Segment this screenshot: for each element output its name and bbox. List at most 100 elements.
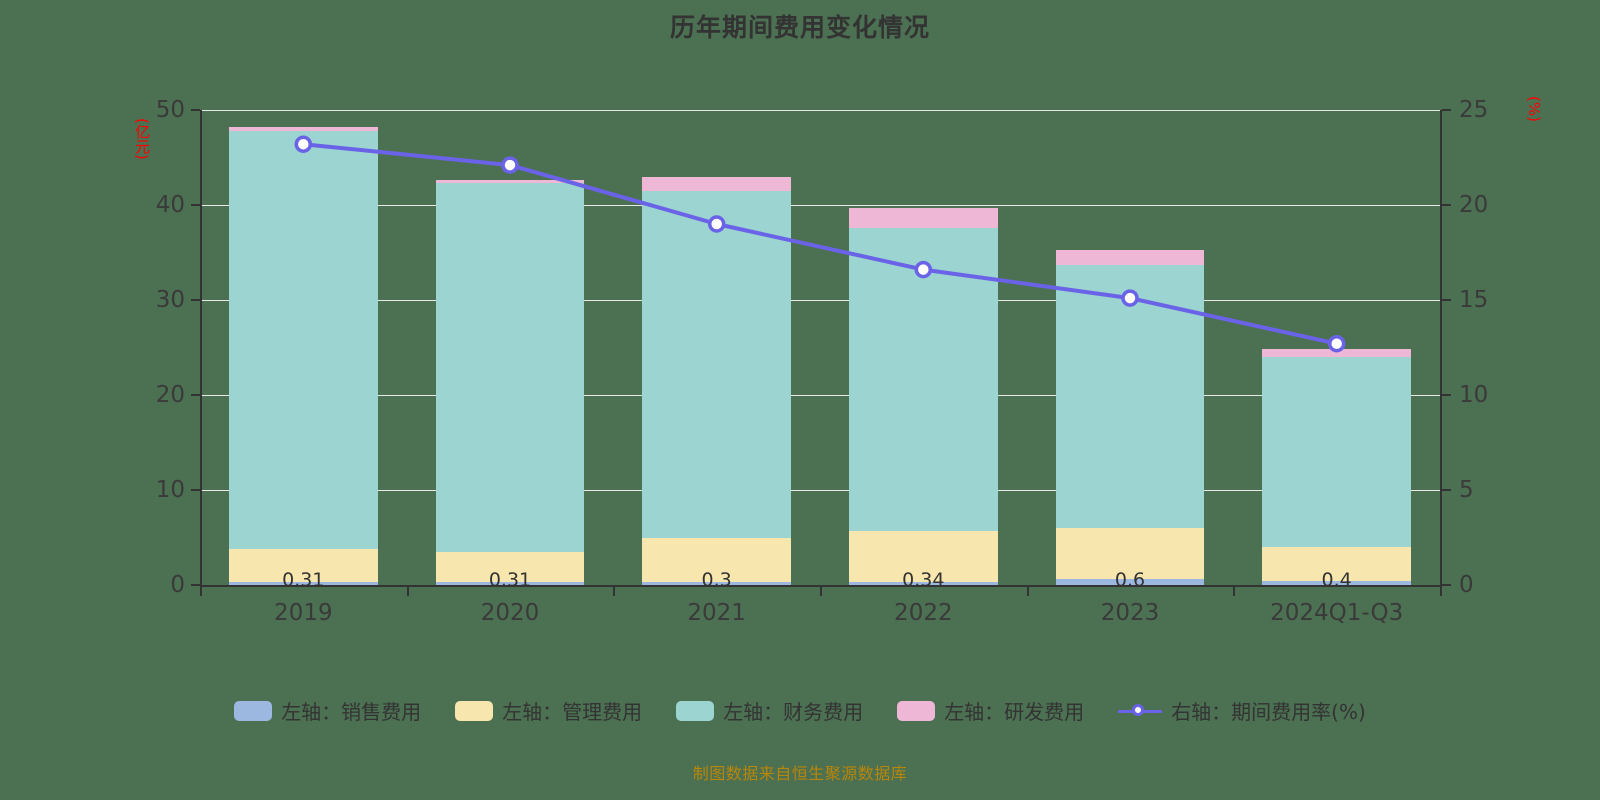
bar-value-label: 0.31 [282,569,325,591]
bar-segment[interactable] [642,190,792,538]
y-axis-tick-label: 10 [155,477,185,503]
bar-segment[interactable] [1262,357,1412,547]
gridline [200,300,1440,301]
bar-segment[interactable] [435,183,585,552]
bar-segment[interactable] [435,551,585,583]
y2-axis-tick [1442,489,1451,491]
y2-axis-tick-label: 10 [1459,382,1489,408]
bar-segment[interactable] [642,537,792,583]
bar-stack[interactable] [1055,249,1205,585]
bar-segment[interactable] [848,228,998,532]
legend-item[interactable]: 右轴：期间费用率(%) [1118,696,1366,725]
bar-segment[interactable] [435,180,585,184]
y2-axis-tick [1442,204,1451,206]
y2-axis-tick [1442,299,1451,301]
y-axis-tick [191,204,200,206]
bar-segment[interactable] [435,582,585,585]
y2-axis-tick [1442,394,1451,396]
legend-color-swatch [676,700,715,721]
x-axis-tick-label: 2023 [1100,600,1160,626]
x-axis-line [200,585,1442,587]
bar-segment[interactable] [1262,581,1412,585]
y2-axis-tick-label: 5 [1459,477,1474,503]
y2-axis-tick-label: 25 [1459,97,1489,123]
y2-axis-tick-label: 0 [1459,572,1474,598]
bar-segment[interactable] [228,548,378,583]
left-axis-line [200,110,202,586]
bar-value-label: 0.6 [1114,569,1146,591]
x-axis-tick-label: 2019 [274,600,333,626]
x-axis-tick-label: 2024Q1-Q3 [1270,600,1404,626]
left-axis-unit-label: (亿元) [133,118,151,160]
bar-stack[interactable] [435,180,585,585]
legend-item[interactable]: 左轴：财务费用 [676,696,863,725]
legend-label: 右轴：期间费用率(%) [1171,700,1366,724]
legend-color-swatch [897,700,936,721]
y-axis-tick [191,394,200,396]
legend-item[interactable]: 左轴：销售费用 [234,696,421,725]
gridline [200,395,1440,396]
bar-segment[interactable] [228,582,378,585]
bar-segment[interactable] [1055,528,1205,580]
bar-value-label: 0.3 [701,569,732,591]
y-axis-tick-label: 30 [155,287,185,313]
legend-item[interactable]: 左轴：管理费用 [455,696,642,725]
bar-value-label: 0.4 [1321,569,1352,591]
x-axis-tick-label: 2020 [480,600,540,626]
footer-source-note: 制图数据来自恒生聚源数据库 [692,764,908,783]
x-axis-tick [1440,587,1442,596]
legend-color-swatch [234,700,273,721]
bar-segment[interactable] [848,531,998,582]
bar-segment[interactable] [1262,349,1412,357]
bar-stack[interactable] [1262,349,1412,585]
legend-item[interactable]: 左轴：研发费用 [897,696,1084,725]
bar-value-label: 0.31 [488,569,532,591]
bar-segment[interactable] [848,581,998,585]
x-axis-tick-label: 2022 [894,600,953,626]
legend-label: 左轴：管理费用 [502,700,643,724]
y-axis-tick [191,109,200,111]
x-axis-tick [406,587,409,596]
bar-segment[interactable] [1055,264,1205,528]
bar-segment[interactable] [642,582,792,585]
bar-segment[interactable] [1262,547,1412,582]
legend-label: 左轴：财务费用 [723,700,864,724]
bar-stack[interactable] [848,208,998,585]
y-axis-tick [191,299,200,301]
bar-stack[interactable] [228,127,378,585]
legend-color-swatch [455,700,494,721]
x-axis-tick [613,587,616,596]
chart-legend: 左轴：销售费用 左轴：管理费用 左轴：财务费用 左轴：研发费用 右轴：期间费用率(%) [0,696,1600,725]
legend-line-marker-icon [1118,701,1163,721]
x-axis-tick [820,587,822,596]
y2-axis-tick-label: 20 [1459,192,1489,218]
y2-axis-tick [1442,584,1451,586]
y-axis-tick-label: 40 [155,192,185,218]
x-axis-tick [1233,587,1236,596]
gridline [200,110,1440,111]
y-axis-tick-label: 50 [155,97,185,123]
bar-segment[interactable] [228,127,378,131]
right-axis-unit-label: (%) [1525,96,1543,122]
bar-segment[interactable] [642,176,792,191]
plot-area [200,110,1440,586]
right-axis-line [1440,110,1442,586]
gridline [200,205,1440,206]
bar-value-label: 0.34 [902,569,945,591]
bar-segment[interactable] [228,130,378,549]
bar-segment[interactable] [1055,579,1205,585]
bar-segment[interactable] [1055,249,1205,265]
y-axis-tick [191,489,200,491]
y-axis-tick-label: 20 [155,382,185,408]
x-axis-tick-label: 2021 [687,600,746,626]
x-axis-tick [1026,587,1029,596]
y-axis-tick-label: 0 [170,572,185,598]
chart-title: 历年期间费用变化情况 [669,13,930,42]
bar-segment[interactable] [848,208,998,229]
bar-stack[interactable] [642,176,792,585]
gridline [200,490,1440,491]
legend-label: 左轴：研发费用 [944,700,1085,724]
y-axis-tick [191,584,200,586]
x-axis-tick [200,587,202,596]
